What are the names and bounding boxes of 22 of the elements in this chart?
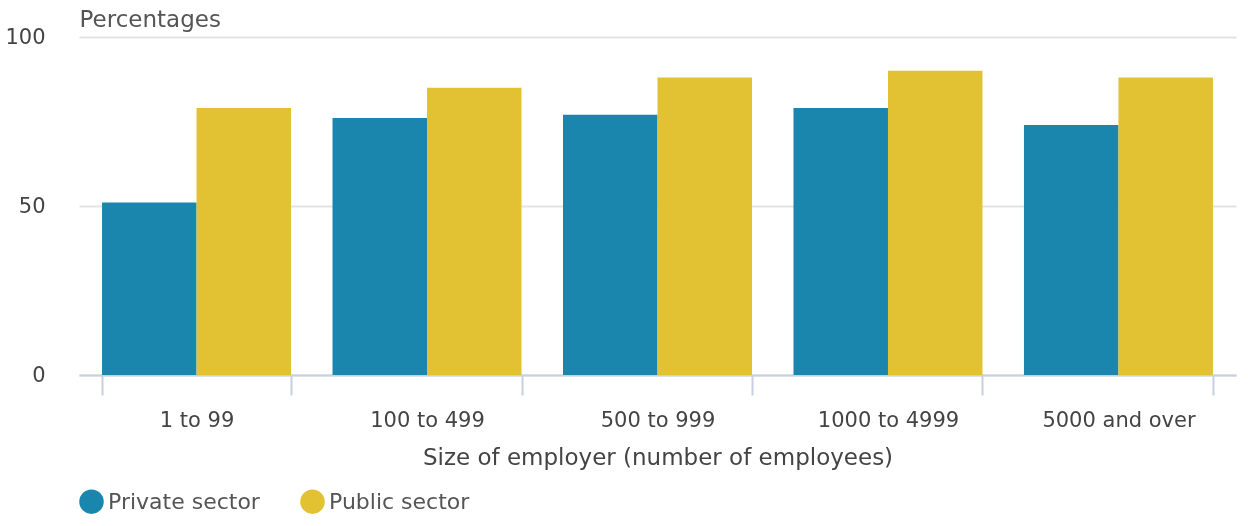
bar — [332, 118, 428, 375]
bar — [657, 77, 752, 375]
y-tick-label: 50 — [18, 193, 46, 218]
x-axis-title: Size of employer (number of employees) — [422, 443, 894, 470]
y-axis-title: Percentages — [79, 5, 221, 32]
bar — [887, 70, 983, 375]
x-tick-label: 1000 to 4999 — [817, 407, 960, 432]
x-tick-label: 5000 and over — [1042, 407, 1196, 432]
y-tick-label: 0 — [32, 362, 46, 387]
bar — [102, 202, 197, 375]
bar — [563, 114, 658, 375]
bar — [1023, 124, 1119, 375]
x-tick-label: 500 to 999 — [600, 407, 716, 432]
x-tick-label: 100 to 499 — [370, 407, 485, 432]
bar — [427, 87, 522, 375]
legend-label: Public sector — [329, 488, 471, 514]
legend-label: Private sector — [108, 488, 261, 514]
x-tick-label: 1 to 99 — [159, 407, 235, 432]
bar — [793, 107, 888, 375]
y-tick-label: 100 — [5, 24, 46, 49]
bar — [1118, 77, 1213, 375]
bar — [196, 107, 292, 375]
